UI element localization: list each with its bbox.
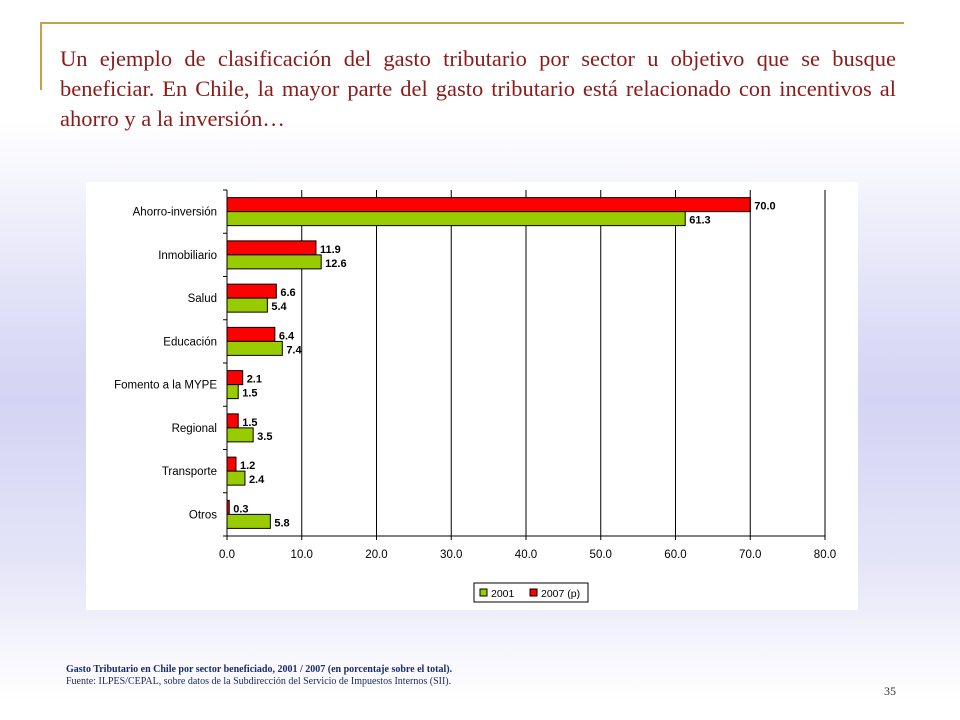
data-label-2001-regional: 3.5	[257, 431, 272, 443]
bar-2007-educacion	[226, 326, 276, 342]
frame-top-line	[40, 22, 904, 24]
legend-label-2001: 2001	[491, 588, 515, 600]
data-label-2007-regional: 1.5	[242, 417, 257, 429]
x-tick-label-0: 0.0	[219, 549, 235, 561]
slide-title: Un ejemplo de clasificación del gasto tr…	[60, 46, 896, 131]
category-label-salud: Salud	[188, 293, 217, 305]
bar-2001-inmobiliario	[226, 254, 322, 270]
bar-2007-otros	[226, 499, 230, 515]
data-label-2007-salud: 6.6	[280, 287, 295, 299]
data-label-2007-ahorro-inversion: 70.0	[754, 201, 775, 213]
x-tick-label-70: 70.0	[739, 549, 761, 561]
data-label-2007-educacion: 6.4	[279, 330, 295, 342]
category-label-educacion: Educación	[163, 336, 217, 348]
data-label-2007-fomento-a-la-mype: 2.1	[247, 374, 262, 386]
bar-2001-otros	[226, 513, 271, 529]
x-tick-label-30: 30.0	[440, 549, 462, 561]
category-label-fomento-a-la-mype: Fomento a la MYPE	[114, 380, 217, 392]
bar-2007-regional	[226, 413, 239, 429]
bar-2001-fomento-a-la-mype	[226, 384, 239, 400]
data-label-2001-ahorro-inversion: 61.3	[689, 215, 710, 227]
legend-swatch-2007-p	[529, 588, 538, 597]
caption-title: Gasto Tributario en Chile por sector ben…	[66, 664, 453, 675]
x-tick-label-20: 20.0	[365, 549, 387, 561]
data-label-2007-otros: 0.3	[233, 503, 248, 515]
data-label-2007-inmobiliario: 11.9	[320, 244, 341, 256]
data-label-2001-fomento-a-la-mype: 1.5	[242, 388, 257, 400]
x-tick-label-60: 60.0	[664, 549, 686, 561]
data-label-2001-otros: 5.8	[274, 517, 289, 529]
data-label-2001-educacion: 7.4	[286, 344, 302, 356]
legend-swatch-2001	[479, 588, 488, 597]
bar-chart: 0.0 10.0 20.0 30.0 40.0 50.0 60.0 70.0 80.0 Ahorr…	[114, 189, 836, 603]
x-tick-label-10: 10.0	[291, 549, 313, 561]
bar-2001-ahorro-inversion	[226, 211, 686, 227]
data-label-2007-transporte: 1.2	[240, 460, 255, 472]
page-number: 35	[884, 684, 896, 698]
bar-2001-educacion	[226, 340, 283, 356]
data-label-2001-salud: 5.4	[271, 301, 287, 313]
bar-2001-transporte	[226, 470, 246, 486]
frame-left-line	[40, 22, 42, 90]
category-label-ahorro-inversion: Ahorro-inversión	[133, 207, 217, 219]
data-label-2001-transporte: 2.4	[249, 474, 265, 486]
legend-label-2007-p: 2007 (p)	[541, 588, 580, 600]
category-label-regional: Regional	[172, 423, 217, 435]
bar-2007-salud	[226, 283, 277, 299]
x-tick-label-50: 50.0	[590, 549, 612, 561]
data-label-2001-inmobiliario: 12.6	[325, 258, 346, 270]
category-label-transporte: Transporte	[162, 466, 217, 478]
bar-2007-transporte	[226, 456, 237, 472]
category-label-otros: Otros	[189, 509, 217, 521]
chart-panel: 0.0 10.0 20.0 30.0 40.0 50.0 60.0 70.0 80.0 Ahorr…	[86, 182, 858, 610]
x-tick-label-40: 40.0	[515, 549, 537, 561]
caption-source: Fuente: ILPES/CEPAL, sobre datos de la S…	[66, 676, 452, 687]
bar-2007-inmobiliario	[226, 240, 317, 256]
bar-2007-fomento-a-la-mype	[226, 370, 244, 386]
bar-2001-salud	[226, 297, 268, 313]
category-label-inmobiliario: Inmobiliario	[158, 250, 217, 262]
chart-caption: Gasto Tributario en Chile por sector ben…	[66, 664, 826, 688]
x-tick-label-80: 80.0	[814, 549, 836, 561]
bar-2007-ahorro-inversion	[226, 197, 751, 213]
bar-2001-regional	[226, 427, 254, 443]
